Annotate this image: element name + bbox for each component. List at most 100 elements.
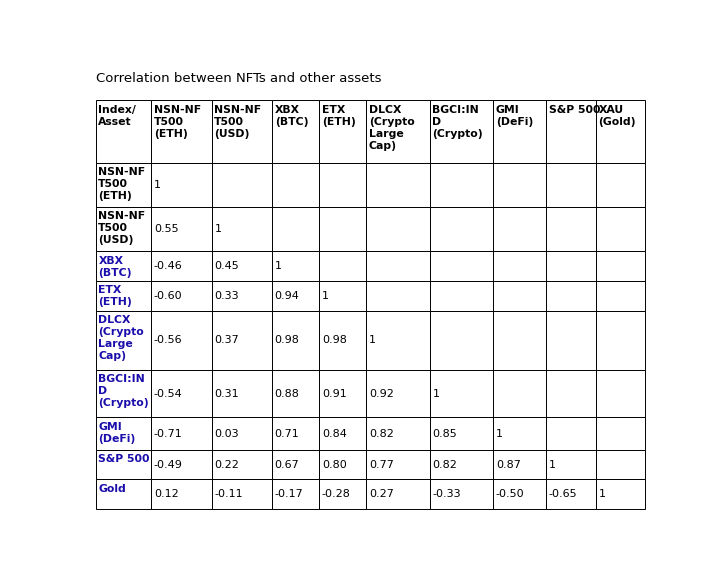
Bar (366, 207, 430, 252)
Bar (366, 281, 430, 310)
Text: -0.56: -0.56 (154, 335, 183, 345)
Bar (96, 479, 151, 509)
Bar (319, 100, 366, 163)
Bar (212, 207, 272, 252)
Bar (546, 310, 595, 370)
Bar (319, 450, 366, 479)
Bar (151, 450, 212, 479)
Bar (96, 252, 151, 281)
Bar (430, 479, 493, 509)
Text: DLCX
(Crypto
Large
Cap): DLCX (Crypto Large Cap) (99, 315, 144, 361)
Bar (96, 281, 151, 310)
Text: 1: 1 (369, 335, 376, 345)
Bar (595, 417, 645, 450)
Bar (430, 310, 493, 370)
Bar (493, 417, 546, 450)
Bar (493, 163, 546, 207)
Bar (430, 450, 493, 479)
Bar (212, 417, 272, 450)
Bar (212, 370, 272, 417)
Bar (319, 370, 366, 417)
Bar (493, 207, 546, 252)
Text: S&P 500: S&P 500 (99, 454, 150, 464)
Text: BGCI:IN
D
(Crypto): BGCI:IN D (Crypto) (99, 374, 149, 409)
Bar (319, 281, 366, 310)
Text: 0.91: 0.91 (322, 388, 346, 399)
Bar (151, 370, 212, 417)
Bar (319, 207, 366, 252)
Text: XBX
(BTC): XBX (BTC) (275, 105, 308, 127)
Text: 0.92: 0.92 (369, 388, 394, 399)
Bar (272, 479, 319, 509)
Text: -0.54: -0.54 (154, 388, 183, 399)
Text: 0.80: 0.80 (322, 460, 346, 470)
Text: 0.94: 0.94 (275, 291, 300, 301)
Bar (366, 163, 430, 207)
Text: 1: 1 (154, 180, 161, 190)
Text: 0.88: 0.88 (275, 388, 300, 399)
Bar (546, 281, 595, 310)
Bar (96, 370, 151, 417)
Bar (430, 252, 493, 281)
Bar (212, 450, 272, 479)
Bar (366, 450, 430, 479)
Bar (272, 310, 319, 370)
Bar (595, 207, 645, 252)
Text: -0.71: -0.71 (154, 429, 183, 439)
Bar (272, 450, 319, 479)
Bar (151, 207, 212, 252)
Text: Gold: Gold (99, 484, 126, 494)
Bar (546, 207, 595, 252)
Text: DLCX
(Crypto
Large
Cap): DLCX (Crypto Large Cap) (369, 105, 415, 151)
Text: 0.98: 0.98 (322, 335, 347, 345)
Bar (212, 281, 272, 310)
Bar (151, 417, 212, 450)
Text: -0.49: -0.49 (154, 460, 183, 470)
Text: S&P 500: S&P 500 (549, 105, 600, 115)
Bar (595, 310, 645, 370)
Bar (96, 450, 151, 479)
Text: 0.33: 0.33 (215, 291, 239, 301)
Text: 0.37: 0.37 (215, 335, 239, 345)
Text: XBX
(BTC): XBX (BTC) (99, 256, 132, 278)
Bar (595, 479, 645, 509)
Bar (96, 207, 151, 252)
Bar (319, 252, 366, 281)
Text: 1: 1 (215, 224, 221, 234)
Text: NSN-NF
T500
(ETH): NSN-NF T500 (ETH) (154, 105, 201, 139)
Bar (430, 370, 493, 417)
Bar (272, 252, 319, 281)
Bar (595, 252, 645, 281)
Text: 0.85: 0.85 (433, 429, 457, 439)
Text: 0.55: 0.55 (154, 224, 179, 234)
Bar (493, 479, 546, 509)
Text: 0.82: 0.82 (433, 460, 457, 470)
Text: Correlation between NFTs and other assets: Correlation between NFTs and other asset… (96, 72, 381, 85)
Text: -0.60: -0.60 (154, 291, 183, 301)
Bar (595, 100, 645, 163)
Bar (493, 370, 546, 417)
Bar (151, 479, 212, 509)
Bar (546, 100, 595, 163)
Bar (272, 100, 319, 163)
Bar (96, 417, 151, 450)
Bar (595, 163, 645, 207)
Bar (272, 281, 319, 310)
Bar (493, 450, 546, 479)
Bar (595, 450, 645, 479)
Text: XAU
(Gold): XAU (Gold) (598, 105, 636, 127)
Text: GMI
(DeFi): GMI (DeFi) (99, 422, 135, 444)
Bar (272, 370, 319, 417)
Text: 0.71: 0.71 (275, 429, 300, 439)
Text: 0.45: 0.45 (215, 261, 239, 271)
Bar (366, 417, 430, 450)
Bar (366, 310, 430, 370)
Text: 1: 1 (275, 261, 282, 271)
Text: 1: 1 (598, 489, 606, 499)
Text: BGCI:IN
D
(Crypto): BGCI:IN D (Crypto) (433, 105, 483, 139)
Bar (212, 252, 272, 281)
Bar (430, 207, 493, 252)
Text: -0.33: -0.33 (433, 489, 461, 499)
Text: NSN-NF
T500
(USD): NSN-NF T500 (USD) (215, 105, 261, 139)
Text: 1: 1 (496, 429, 503, 439)
